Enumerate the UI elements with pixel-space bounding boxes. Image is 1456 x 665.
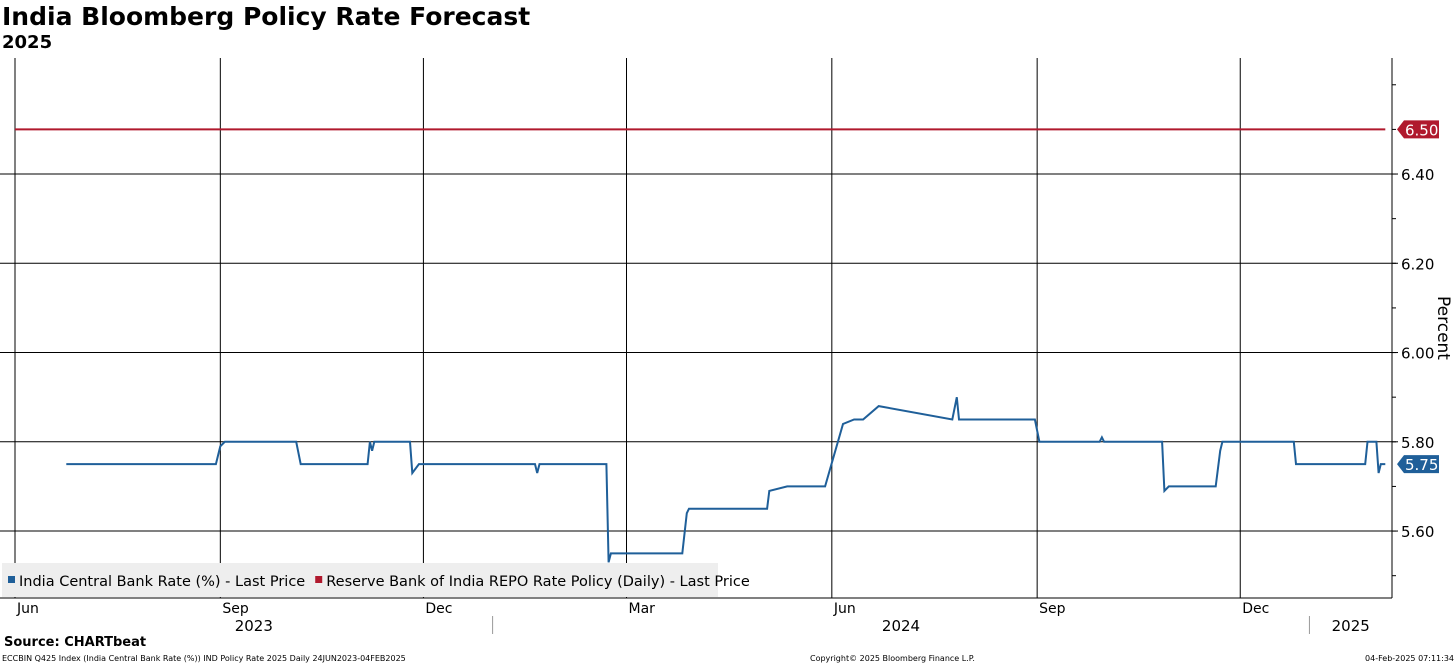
legend-swatch	[315, 576, 323, 583]
y-tick-label: 6.40	[1401, 166, 1434, 184]
year-label: 2024	[882, 617, 920, 635]
legend-swatch	[8, 576, 15, 583]
x-tick-label: Dec	[1242, 601, 1269, 617]
x-tick-label: Jun	[833, 601, 856, 617]
series-description: ECCBIN Q425 Index (India Central Bank Ra…	[2, 654, 406, 663]
x-tick-label: Dec	[425, 601, 452, 617]
legend-label: Reserve Bank of India REPO Rate Policy (…	[326, 574, 750, 590]
x-tick-label: Mar	[629, 601, 656, 617]
y-tick-label: 6.20	[1401, 255, 1434, 273]
last-value-tag	[1397, 120, 1439, 139]
year-label: 2025	[1332, 617, 1370, 635]
chart-subtitle: 2025	[2, 32, 53, 53]
legend-label: India Central Bank Rate (%) - Last Price	[19, 574, 305, 590]
x-tick-label: Jun	[16, 601, 39, 617]
legend-box	[2, 563, 718, 597]
last-value-label: 6.50	[1405, 121, 1438, 139]
central-bank-rate-line	[66, 397, 1386, 563]
last-value-label: 5.75	[1405, 456, 1438, 474]
copyright-note: Copyright© 2025 Bloomberg Finance L.P.	[810, 654, 975, 663]
timestamp: 04-Feb-2025 07:11:34	[1365, 654, 1454, 663]
chart-title: India Bloomberg Policy Rate Forecast	[2, 2, 531, 31]
last-value-tag	[1397, 455, 1439, 474]
y-tick-label: 6.00	[1401, 345, 1434, 363]
source-note: Source: CHARTbeat	[4, 635, 147, 650]
x-tick-label: Sep	[1039, 601, 1066, 617]
y-tick-label: 5.60	[1401, 523, 1434, 541]
x-tick-label: Sep	[222, 601, 249, 617]
y-axis-label: Percent	[1433, 296, 1453, 360]
y-tick-label: 5.80	[1401, 434, 1434, 452]
year-label: 2023	[235, 617, 273, 635]
